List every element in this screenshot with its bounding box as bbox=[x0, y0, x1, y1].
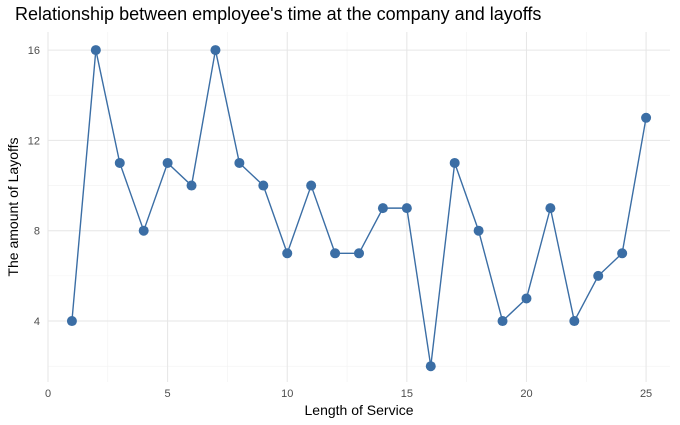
data-point bbox=[593, 270, 604, 281]
y-axis-title: The amount of Layoffs bbox=[5, 137, 21, 276]
data-point bbox=[377, 203, 388, 214]
data-point bbox=[330, 248, 341, 259]
data-point bbox=[66, 316, 77, 327]
data-point bbox=[306, 180, 317, 191]
x-tick-label: 10 bbox=[281, 388, 293, 400]
chart-title: Relationship between employee's time at … bbox=[15, 4, 542, 24]
y-tick-label: 8 bbox=[34, 226, 40, 238]
data-point bbox=[641, 112, 652, 123]
data-point bbox=[282, 248, 293, 259]
data-point bbox=[617, 248, 628, 259]
x-tick-label: 20 bbox=[520, 388, 532, 400]
data-point bbox=[354, 248, 364, 259]
y-tick-label: 4 bbox=[34, 316, 40, 328]
x-tick-label: 15 bbox=[401, 388, 413, 400]
y-tick-label: 16 bbox=[28, 45, 40, 57]
grid bbox=[47, 32, 670, 382]
x-tick-label: 5 bbox=[165, 388, 171, 400]
data-point bbox=[210, 45, 221, 56]
data-point bbox=[521, 293, 532, 304]
series-line-layer bbox=[71, 49, 647, 367]
data-point bbox=[186, 180, 197, 191]
series-line bbox=[71, 49, 647, 367]
data-point bbox=[497, 316, 508, 327]
y-tick-label: 12 bbox=[28, 135, 40, 147]
data-point bbox=[401, 203, 412, 214]
data-point bbox=[425, 361, 436, 372]
tick-labels: 0 5 10 15 20 25 4 8 12 16 bbox=[28, 45, 652, 400]
data-points bbox=[66, 45, 652, 372]
data-point bbox=[449, 157, 460, 168]
data-point bbox=[90, 45, 101, 56]
data-point bbox=[569, 316, 580, 327]
x-tick-label: 0 bbox=[45, 388, 51, 400]
x-tick-label: 25 bbox=[640, 388, 652, 400]
data-point bbox=[162, 157, 173, 168]
data-point bbox=[234, 157, 245, 168]
x-axis-title: Length of Service bbox=[305, 402, 414, 418]
data-point bbox=[545, 203, 556, 214]
data-point bbox=[114, 157, 125, 168]
data-point bbox=[138, 225, 149, 236]
data-point bbox=[258, 180, 269, 191]
data-point bbox=[473, 225, 484, 236]
